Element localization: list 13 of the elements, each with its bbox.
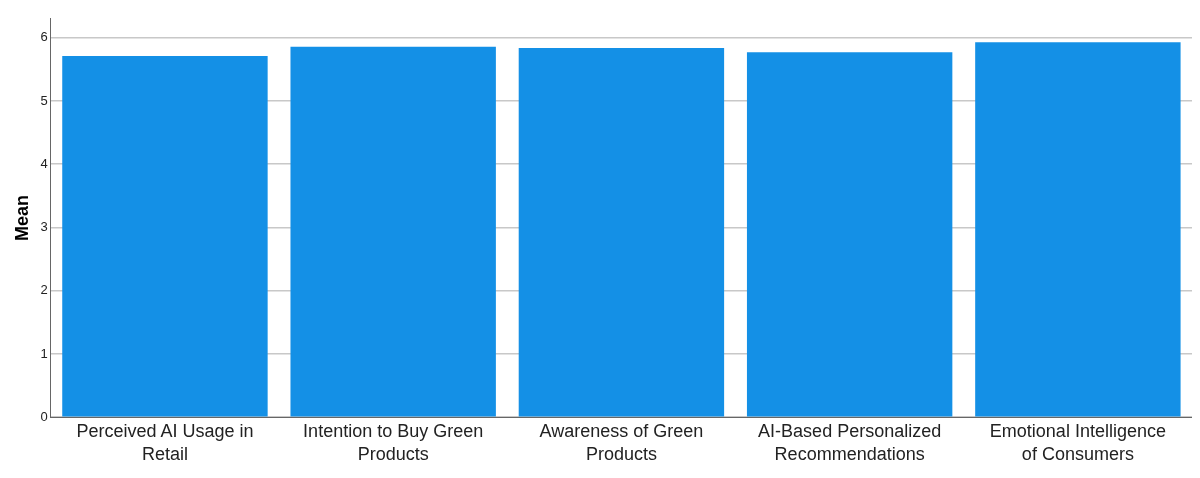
x-tick-label: AI-Based Personalized Recommendations	[758, 420, 942, 465]
y-tick-label: 1	[40, 345, 48, 361]
y-axis-title: Mean	[11, 194, 32, 242]
x-tick-label: Intention to Buy Green Products	[303, 420, 484, 465]
y-tick-label: 3	[40, 219, 48, 235]
y-tick-label: 4	[40, 155, 48, 171]
x-tick-label: Perceived AI Usage in Retail	[76, 420, 254, 465]
x-tick-label: Awareness of Green Products	[539, 420, 704, 465]
y-tick-label: 2	[40, 282, 48, 298]
y-tick-label: 5	[40, 92, 48, 108]
x-tick-label: Emotional Intelligence of Consumers	[989, 420, 1166, 465]
y-tick-label: 6	[40, 29, 48, 45]
y-tick-label: 0	[40, 408, 48, 424]
